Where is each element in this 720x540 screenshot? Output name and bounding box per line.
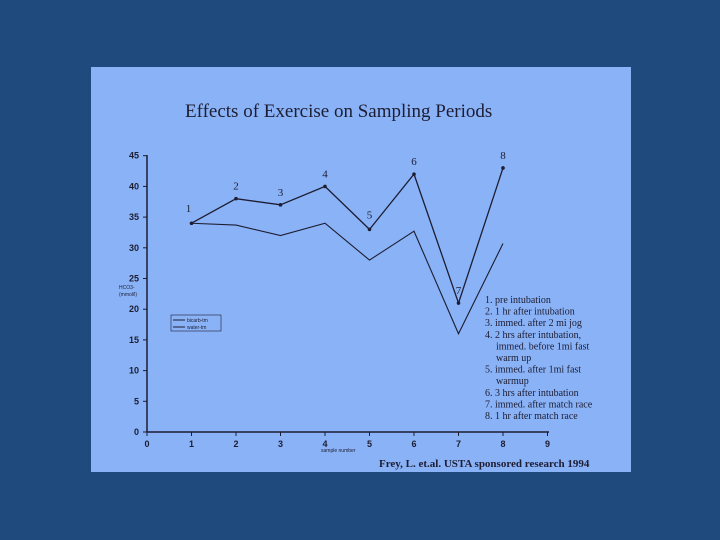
annotation-line: 1. pre intubation bbox=[485, 295, 551, 306]
x-tick-label: 6 bbox=[411, 439, 416, 449]
data-point bbox=[412, 172, 416, 176]
x-tick-label: 2 bbox=[233, 439, 238, 449]
x-tick-label: 9 bbox=[545, 439, 550, 449]
y-axis-label-line-1: HCO3- bbox=[119, 285, 135, 291]
x-tick-label: 8 bbox=[500, 439, 505, 449]
annotation-line: 3. immed. after 2 mi jog bbox=[485, 318, 582, 329]
x-tick-label: 4 bbox=[322, 439, 327, 449]
data-point bbox=[501, 166, 505, 170]
point-label: 7 bbox=[456, 285, 462, 297]
data-point bbox=[456, 301, 461, 305]
y-tick-label: 45 bbox=[129, 151, 139, 161]
y-tick-label: 0 bbox=[134, 427, 139, 437]
data-point bbox=[234, 196, 238, 201]
annotation-line: 8. 1 hr after match race bbox=[485, 411, 578, 422]
point-label: 8 bbox=[500, 150, 506, 162]
y-ticks: 0 5 10 15 20 25 30 35 40 45 bbox=[129, 151, 147, 437]
y-axis-label-line-2: (mmol/l) bbox=[119, 292, 137, 298]
annotation-line: 4. 2 hrs after intubation, bbox=[485, 330, 581, 341]
annotation-line: 7. immed. after match race bbox=[485, 399, 593, 410]
x-ticks: 0 1 2 3 4 5 6 7 8 9 bbox=[144, 432, 550, 449]
data-point bbox=[367, 227, 372, 232]
annotation-line: warmup bbox=[496, 376, 529, 387]
y-tick-label: 10 bbox=[129, 366, 139, 376]
annotation-line: 6. 3 hrs after intubation bbox=[485, 388, 579, 399]
series-group bbox=[189, 166, 505, 336]
data-point bbox=[323, 184, 327, 189]
y-tick-label: 15 bbox=[129, 335, 139, 345]
legend-label-water: water-tm bbox=[187, 325, 206, 331]
point-labels: 1 2 3 4 5 6 7 8 bbox=[186, 150, 507, 297]
x-tick-label: 0 bbox=[144, 439, 149, 449]
x-tick-label: 5 bbox=[367, 439, 372, 449]
source-credit: Frey, L. et.al. USTA sponsored research … bbox=[379, 458, 590, 470]
y-tick-label: 5 bbox=[134, 396, 139, 406]
series-line-bicarb-tm bbox=[191, 167, 504, 306]
line-chart: Effects of Exercise on Sampling Periods … bbox=[119, 101, 593, 470]
annotation-line: 2. 1 hr after intubation bbox=[485, 307, 575, 318]
annotation-line: 5. immed. after 1mi fast bbox=[485, 365, 581, 376]
x-axis-label: sample number bbox=[321, 448, 356, 454]
point-label: 5 bbox=[367, 209, 373, 221]
data-point bbox=[278, 203, 283, 207]
y-tick-label: 40 bbox=[129, 181, 139, 191]
x-tick-label: 1 bbox=[189, 439, 194, 449]
y-tick-label: 25 bbox=[129, 274, 139, 284]
annotation-line: immed. before 1mi fast bbox=[496, 341, 590, 352]
point-label: 4 bbox=[322, 168, 328, 180]
point-label: 1 bbox=[186, 203, 192, 215]
legend: bicarb-tm water-tm bbox=[170, 314, 222, 332]
y-tick-label: 35 bbox=[129, 212, 139, 222]
x-tick-label: 7 bbox=[456, 439, 461, 449]
series-line-water-tm bbox=[191, 222, 504, 336]
x-tick-label: 3 bbox=[278, 439, 283, 449]
point-label: 3 bbox=[278, 187, 284, 199]
legend-box bbox=[170, 314, 222, 332]
chart-title: Effects of Exercise on Sampling Periods bbox=[185, 101, 492, 122]
y-tick-label: 20 bbox=[129, 304, 139, 314]
y-tick-label: 30 bbox=[129, 243, 139, 253]
point-label: 6 bbox=[411, 156, 417, 168]
slide-panel: Effects of Exercise on Sampling Periods … bbox=[91, 67, 631, 472]
legend-label-bicarb: bicarb-tm bbox=[187, 318, 208, 324]
annotation-line: warm up bbox=[496, 353, 531, 364]
data-point bbox=[189, 221, 194, 226]
point-label: 2 bbox=[233, 181, 239, 193]
